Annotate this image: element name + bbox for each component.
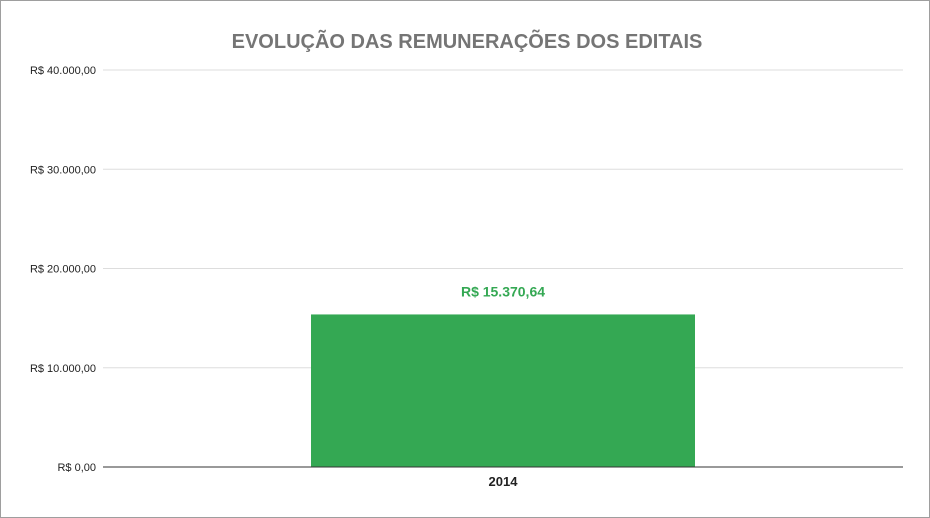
- chart-title: EVOLUÇÃO DAS REMUNERAÇÕES DOS EDITAIS: [232, 29, 703, 53]
- y-tick-label: R$ 30.000,00: [30, 164, 96, 176]
- y-tick-label: R$ 10.000,00: [30, 363, 96, 375]
- bar: [311, 314, 695, 467]
- x-tick-label: 2014: [489, 474, 519, 489]
- x-axis-tick-labels: 2014: [489, 474, 519, 489]
- y-tick-label: R$ 40.000,00: [30, 65, 96, 77]
- data-labels: R$ 15.370,64: [461, 283, 545, 299]
- y-tick-label: R$ 20.000,00: [30, 264, 96, 276]
- bars: [311, 314, 695, 467]
- y-axis-tick-labels: R$ 0,00 R$ 10.000,00 R$ 20.000,00 R$ 30.000…: [30, 65, 96, 474]
- y-tick-label: R$ 0,00: [57, 462, 96, 474]
- data-label: R$ 15.370,64: [461, 283, 545, 299]
